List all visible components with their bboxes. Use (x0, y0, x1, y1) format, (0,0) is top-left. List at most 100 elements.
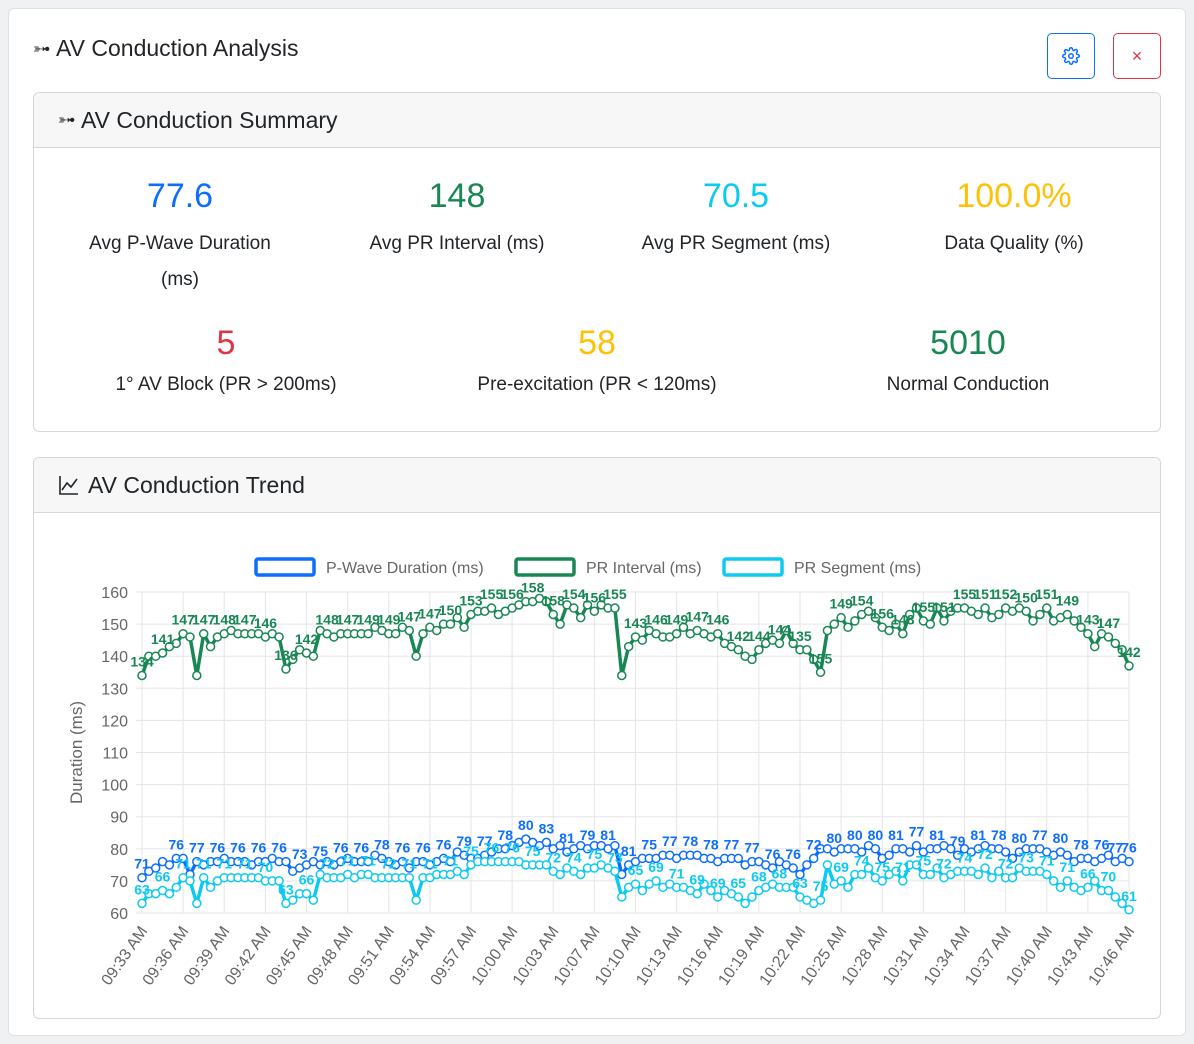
data-point (178, 853, 188, 864)
close-button[interactable]: × (1113, 33, 1161, 79)
data-point (137, 670, 147, 681)
data-label: 76 (271, 840, 287, 856)
data-point (418, 628, 428, 639)
data-label: 158 (542, 592, 566, 608)
data-point (164, 860, 175, 870)
data-point (898, 628, 908, 639)
data-point (1007, 853, 1018, 864)
data-label: 80 (1012, 830, 1028, 846)
summary-panel: ➳• AV Conduction Summary 77.6 Avg P-Wave… (33, 92, 1161, 432)
data-point (459, 622, 469, 633)
data-point (363, 856, 373, 867)
data-point (987, 872, 997, 883)
data-point (630, 879, 641, 889)
data-label: 81 (970, 827, 986, 843)
data-label: 76 (395, 840, 411, 856)
data-label: 147 (686, 609, 710, 625)
data-point (1089, 641, 1100, 652)
data-point (651, 876, 661, 886)
data-point (1035, 609, 1045, 620)
data-label: 79 (950, 833, 966, 849)
data-label: 75 (312, 843, 328, 859)
data-point (932, 863, 942, 873)
data-point (740, 898, 750, 909)
data-label: 71 (134, 856, 150, 872)
data-label: 75 (813, 878, 829, 894)
data-label: 75 (463, 843, 479, 859)
settings-button[interactable] (1047, 33, 1095, 79)
data-label: 148 (213, 612, 237, 628)
data-point (898, 876, 908, 886)
data-label: 148 (315, 612, 339, 628)
data-point (767, 863, 778, 873)
page-title: ➳• AV Conduction Analysis (33, 35, 299, 62)
data-label: 149 (1056, 592, 1080, 608)
data-point (404, 625, 415, 636)
data-label: 156 (500, 586, 524, 602)
data-point (788, 863, 798, 873)
data-label: 76 (765, 846, 781, 862)
page-title-text: AV Conduction Analysis (56, 35, 299, 61)
data-point (781, 625, 792, 636)
data-label: 80 (847, 827, 863, 843)
data-point (815, 895, 826, 905)
data-point (850, 616, 860, 626)
data-point (486, 603, 497, 613)
data-point (788, 638, 798, 649)
data-label: 72 (977, 846, 993, 862)
data-point (192, 670, 202, 681)
data-label: 76 (1121, 840, 1137, 856)
data-label: 71 (1060, 859, 1076, 875)
data-label: 155 (480, 586, 504, 602)
data-label: 75 (916, 852, 932, 868)
data-point (1055, 882, 1066, 893)
data-point (185, 632, 195, 642)
data-label: 77 (1108, 840, 1124, 856)
data-point (575, 612, 586, 623)
data-label: 149 (377, 612, 401, 628)
data-label: 81 (621, 843, 637, 859)
data-point (994, 609, 1004, 620)
data-point (863, 863, 874, 873)
data-point (274, 632, 284, 642)
data-label: 77 (1032, 827, 1048, 843)
data-label: 143 (624, 615, 648, 631)
data-point (863, 606, 874, 617)
data-point (610, 603, 620, 613)
data-label: 144 (747, 628, 771, 644)
data-label: 142 (1117, 644, 1141, 660)
data-point (692, 888, 702, 899)
data-point (274, 876, 284, 886)
data-label: 77 (909, 824, 925, 840)
data-point (1103, 885, 1114, 896)
stat-label: Avg PR Interval (ms) (369, 233, 545, 254)
data-point (733, 853, 744, 864)
data-label: 136 (274, 647, 298, 663)
data-point (575, 869, 586, 880)
data-point (904, 609, 915, 620)
data-point (1042, 869, 1052, 880)
data-point (843, 622, 853, 633)
data-point (459, 869, 469, 880)
data-label: 66 (299, 872, 315, 888)
data-label: 76 (210, 840, 226, 856)
legend-label: PR Segment (ms) (794, 560, 921, 577)
data-point (1110, 638, 1121, 649)
y-tick-label: 120 (101, 713, 128, 730)
data-label: 66 (1080, 865, 1096, 881)
data-label: 76 (785, 846, 801, 862)
data-label: 81 (559, 830, 575, 846)
data-point (808, 654, 819, 665)
data-label: 147 (418, 605, 442, 621)
data-point (713, 892, 723, 902)
legend-swatch (722, 557, 784, 577)
data-point (541, 860, 552, 870)
data-point (891, 866, 901, 877)
data-label: 63 (792, 875, 808, 891)
data-label: 155 (912, 599, 936, 615)
data-point (911, 603, 922, 613)
data-point (808, 853, 819, 864)
data-label: 69 (689, 872, 705, 888)
data-label: 78 (497, 827, 513, 843)
